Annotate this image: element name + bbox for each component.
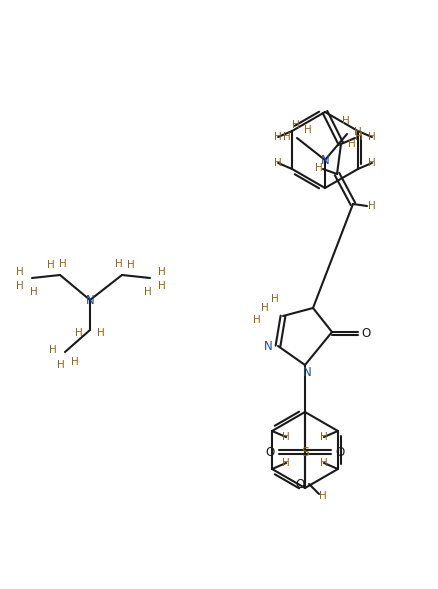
Text: H: H	[16, 281, 24, 291]
Text: H: H	[30, 287, 38, 297]
Text: H: H	[47, 260, 55, 270]
Text: H: H	[16, 267, 24, 277]
Text: N: N	[303, 366, 311, 379]
Text: H: H	[315, 163, 323, 173]
Text: H: H	[274, 132, 282, 142]
Text: H: H	[282, 432, 290, 442]
Text: H: H	[283, 132, 291, 142]
Text: H: H	[97, 328, 105, 338]
Text: H: H	[304, 125, 312, 135]
Text: H: H	[354, 127, 362, 137]
Text: H: H	[59, 259, 67, 269]
Text: H: H	[253, 315, 261, 325]
Text: H: H	[342, 116, 350, 126]
Text: N: N	[264, 339, 272, 352]
Text: H: H	[144, 287, 152, 297]
Text: O: O	[336, 445, 345, 458]
Text: H: H	[368, 158, 376, 168]
Text: S: S	[301, 445, 309, 458]
Text: H: H	[271, 294, 279, 304]
Text: H: H	[127, 260, 135, 270]
Text: O: O	[295, 478, 304, 491]
Text: O: O	[265, 445, 275, 458]
Text: H: H	[158, 267, 166, 277]
Text: H: H	[115, 259, 123, 269]
Text: H: H	[261, 303, 269, 313]
Text: H: H	[71, 357, 79, 367]
Text: H: H	[49, 345, 57, 355]
Text: N: N	[321, 154, 329, 167]
Text: H: H	[355, 132, 363, 142]
Text: H: H	[368, 201, 376, 211]
Text: H: H	[274, 158, 282, 168]
Text: H: H	[57, 360, 65, 370]
Text: N: N	[85, 293, 94, 306]
Text: H: H	[282, 458, 290, 468]
Text: H: H	[158, 281, 166, 291]
Text: H: H	[320, 432, 328, 442]
Text: H: H	[348, 139, 356, 149]
Text: H: H	[292, 120, 300, 130]
Text: H: H	[319, 491, 327, 501]
Text: H: H	[368, 132, 376, 142]
Text: H: H	[75, 328, 83, 338]
Text: O: O	[361, 326, 371, 339]
Text: H: H	[320, 458, 328, 468]
